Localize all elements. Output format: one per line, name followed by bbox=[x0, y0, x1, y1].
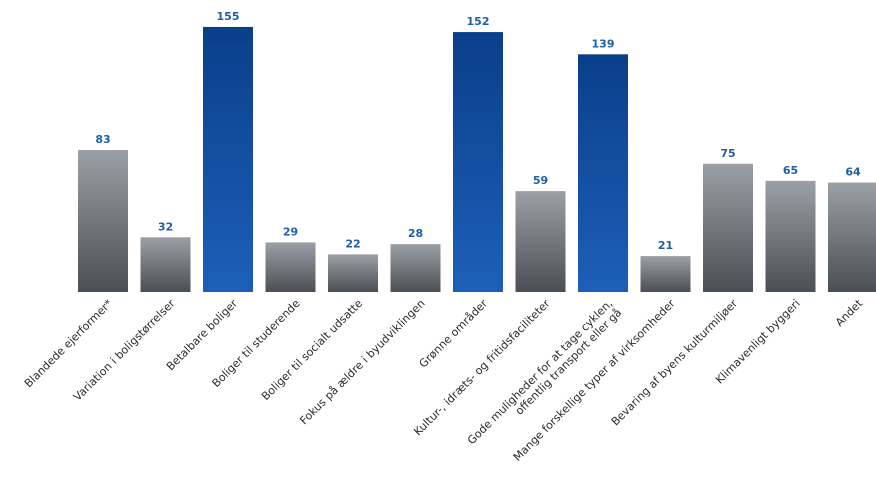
bar-value-label: 155 bbox=[217, 10, 240, 23]
bar-value-label: 59 bbox=[533, 174, 548, 187]
bar bbox=[578, 54, 628, 293]
bar bbox=[765, 180, 816, 292]
bar bbox=[78, 150, 128, 292]
bar-value-label: 22 bbox=[345, 237, 360, 250]
bar bbox=[640, 256, 691, 292]
bar-value-label: 65 bbox=[783, 164, 798, 177]
bar bbox=[390, 244, 441, 292]
category-label: Boliger til socialt udsatte bbox=[259, 297, 365, 403]
bar bbox=[265, 242, 316, 292]
bar bbox=[140, 237, 191, 292]
bar bbox=[453, 32, 503, 293]
bar-value-label: 64 bbox=[845, 166, 861, 179]
category-label: Kultur-, idræts- og fritidsfaciliteter bbox=[411, 297, 553, 439]
bar-value-label: 152 bbox=[467, 15, 490, 28]
bar-value-label: 83 bbox=[95, 133, 110, 146]
bar-value-label: 139 bbox=[592, 37, 615, 50]
category-label: Variation i boligstørrelser bbox=[71, 297, 178, 404]
category-label: Bevaring af byens kulturmiljøer bbox=[609, 297, 741, 429]
category-label: Fokus på ældre i byudviklingen bbox=[297, 297, 427, 427]
bar bbox=[515, 191, 566, 292]
bar bbox=[328, 254, 378, 292]
bar-value-label: 29 bbox=[283, 225, 298, 238]
bar-value-label: 28 bbox=[408, 227, 423, 240]
bar-value-label: 32 bbox=[158, 220, 173, 233]
bar-value-label: 21 bbox=[658, 239, 673, 252]
bar bbox=[203, 26, 253, 292]
bar bbox=[828, 182, 876, 292]
category-label: Andet bbox=[833, 296, 866, 329]
bar bbox=[703, 163, 753, 292]
category-label: Grønne områder bbox=[417, 297, 491, 371]
bar-value-label: 75 bbox=[720, 147, 735, 160]
